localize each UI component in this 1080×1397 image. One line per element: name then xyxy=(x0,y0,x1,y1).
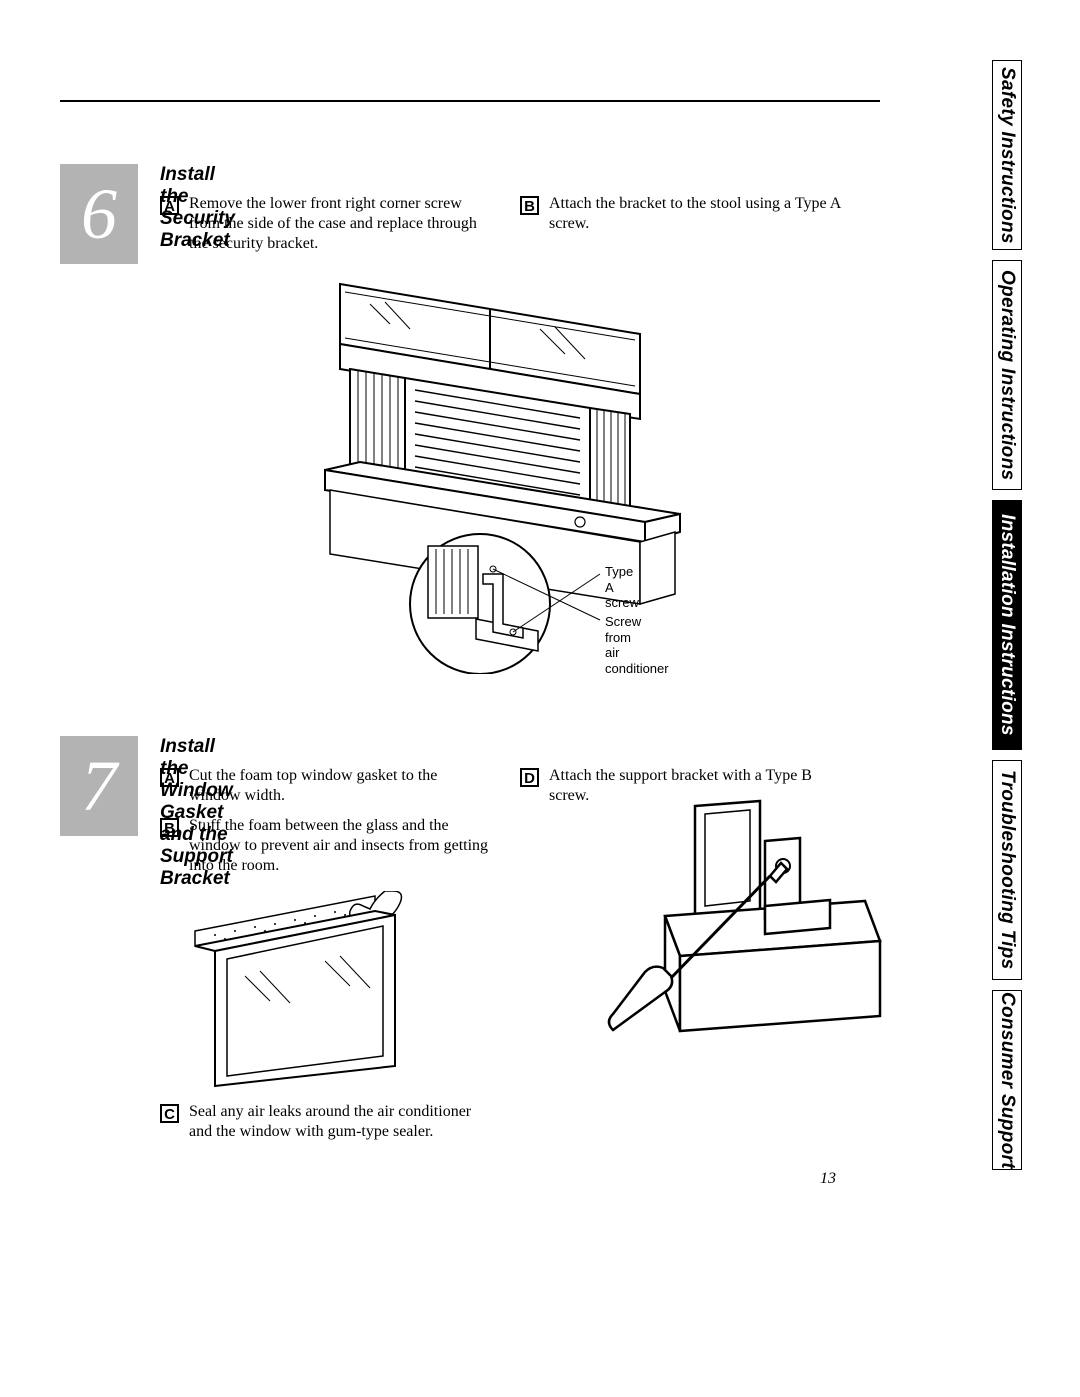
page-content: 6 Install the Security Bracket A Remove … xyxy=(60,60,930,1340)
page-number: 13 xyxy=(820,1170,836,1188)
substep-7a: A Cut the foam top window gasket to the … xyxy=(160,766,505,806)
substep-text: Stuff the foam between the glass and the… xyxy=(189,816,491,876)
substep-text: Seal any air leaks around the air condit… xyxy=(189,1102,491,1142)
substep-text: Attach the bracket to the stool using a … xyxy=(549,194,851,234)
callout-line2: air conditioner xyxy=(605,645,669,676)
sidebar-tab: Troubleshooting Tips xyxy=(992,760,1022,980)
illustration-foam-gasket xyxy=(175,891,445,1091)
top-rule xyxy=(60,100,880,102)
callout-type-a-screw: Type A screw xyxy=(605,564,639,611)
substep-7c: C Seal any air leaks around the air cond… xyxy=(160,1102,505,1142)
sidebar-tab: Installation Instructions xyxy=(992,500,1022,750)
step-number-box: 6 xyxy=(60,164,138,264)
illustration-ac-window xyxy=(290,274,740,674)
letter-a-icon: A xyxy=(160,196,179,215)
callout-line1: Screw from xyxy=(605,614,641,645)
sidebar-tabs: Safety Instructions Operating Instruction… xyxy=(992,60,1022,1170)
sidebar-tab: Operating Instructions xyxy=(992,260,1022,490)
substep-6a: A Remove the lower front right corner sc… xyxy=(160,194,505,254)
step-number-box: 7 xyxy=(60,736,138,836)
substep-text: Remove the lower front right corner scre… xyxy=(189,194,491,254)
substep-text: Cut the foam top window gasket to the wi… xyxy=(189,766,491,806)
letter-d-icon: D xyxy=(520,768,539,787)
substep-7b: B Stuff the foam between the glass and t… xyxy=(160,816,505,876)
sidebar-tab: Safety Instructions xyxy=(992,60,1022,250)
sidebar-tab: Consumer Support xyxy=(992,990,1022,1170)
substep-6b: B Attach the bracket to the stool using … xyxy=(520,194,865,234)
letter-a-icon: A xyxy=(160,768,179,787)
callout-screw-from-ac: Screw from air conditioner xyxy=(605,614,669,676)
letter-b-icon: B xyxy=(520,196,539,215)
letter-c-icon: C xyxy=(160,1104,179,1123)
illustration-support-bracket xyxy=(605,796,885,1056)
letter-b-icon: B xyxy=(160,818,179,837)
